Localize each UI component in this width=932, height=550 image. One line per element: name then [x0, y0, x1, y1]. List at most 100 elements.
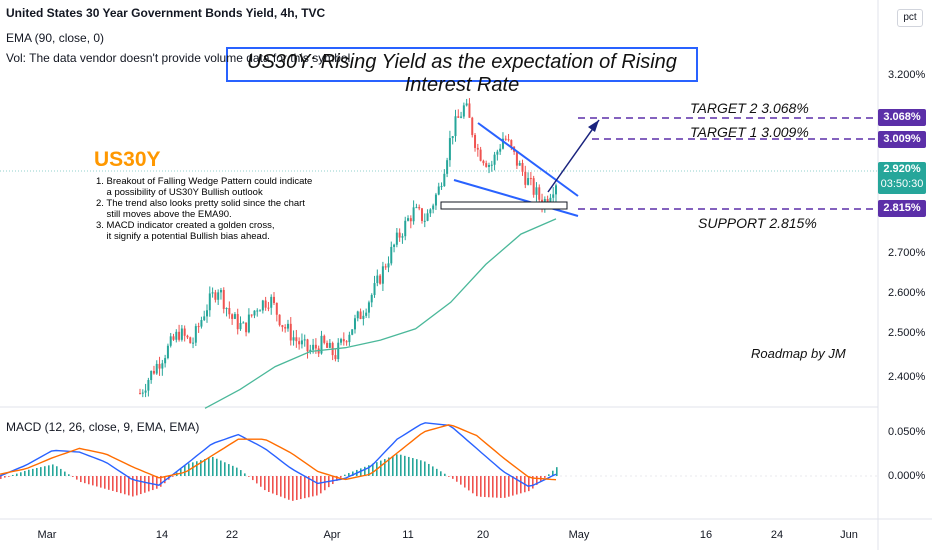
candle-body[interactable]	[549, 197, 552, 203]
candle-body[interactable]	[147, 380, 150, 391]
candle-body[interactable]	[376, 275, 379, 284]
candle-body[interactable]	[161, 363, 164, 369]
candle-body[interactable]	[206, 310, 209, 317]
candle-body[interactable]	[200, 320, 203, 327]
candle-body[interactable]	[233, 314, 236, 319]
candle-body[interactable]	[409, 218, 412, 222]
candle-body[interactable]	[328, 342, 331, 348]
candle-body[interactable]	[208, 293, 211, 311]
candle-body[interactable]	[217, 292, 220, 300]
candle-body[interactable]	[499, 148, 502, 152]
candle-body[interactable]	[471, 117, 474, 135]
candle-body[interactable]	[515, 151, 518, 166]
candle-body[interactable]	[482, 160, 485, 164]
candle-body[interactable]	[367, 302, 370, 313]
candle-body[interactable]	[150, 370, 153, 381]
candle-body[interactable]	[337, 342, 340, 360]
candle-body[interactable]	[203, 316, 206, 321]
candle-body[interactable]	[370, 294, 373, 303]
candle-body[interactable]	[278, 314, 281, 326]
candle-body[interactable]	[245, 322, 248, 333]
candle-body[interactable]	[398, 232, 401, 238]
candle-body[interactable]	[401, 236, 404, 238]
candle-body[interactable]	[180, 328, 183, 340]
candle-body[interactable]	[507, 139, 510, 141]
candle-body[interactable]	[487, 165, 490, 167]
candle-body[interactable]	[273, 296, 276, 303]
candle-body[interactable]	[451, 136, 454, 139]
candle-body[interactable]	[158, 363, 161, 369]
candle-body[interactable]	[289, 323, 292, 341]
candle-body[interactable]	[250, 314, 253, 316]
candle-body[interactable]	[476, 147, 479, 150]
candle-body[interactable]	[239, 322, 242, 330]
candle-body[interactable]	[538, 187, 541, 200]
candle-body[interactable]	[448, 138, 451, 161]
candle-body[interactable]	[393, 244, 396, 247]
candle-body[interactable]	[434, 194, 437, 206]
candle-body[interactable]	[144, 390, 147, 393]
macd-histogram[interactable]	[0, 454, 558, 501]
candle-body[interactable]	[194, 326, 197, 343]
candle-body[interactable]	[300, 340, 303, 345]
candle-body[interactable]	[309, 349, 312, 352]
candle-body[interactable]	[412, 207, 415, 222]
candle-body[interactable]	[365, 312, 368, 316]
candle-body[interactable]	[211, 292, 214, 294]
candle-body[interactable]	[155, 363, 158, 374]
signal-line[interactable]	[0, 424, 557, 481]
candle-body[interactable]	[532, 178, 535, 195]
candle-body[interactable]	[457, 116, 460, 118]
candle-body[interactable]	[284, 327, 287, 329]
candle-body[interactable]	[261, 300, 264, 311]
candle-body[interactable]	[225, 308, 228, 310]
candle-body[interactable]	[222, 289, 225, 309]
candle-body[interactable]	[256, 310, 259, 312]
candle-body[interactable]	[423, 220, 426, 222]
candle-body[interactable]	[552, 194, 555, 198]
candle-body[interactable]	[183, 328, 186, 336]
candle-body[interactable]	[353, 318, 356, 330]
candle-body[interactable]	[253, 310, 256, 316]
headline-box[interactable]	[226, 47, 698, 82]
candle-body[interactable]	[384, 266, 387, 268]
candle-body[interactable]	[312, 344, 315, 350]
candle-body[interactable]	[303, 339, 306, 341]
candle-body[interactable]	[169, 336, 172, 346]
candle-body[interactable]	[236, 314, 239, 330]
candle-body[interactable]	[493, 154, 496, 165]
candle-body[interactable]	[298, 341, 301, 345]
candle-body[interactable]	[460, 116, 463, 118]
candle-body[interactable]	[443, 173, 446, 187]
candle-body[interactable]	[518, 163, 521, 166]
candle-body[interactable]	[166, 345, 169, 359]
candle-body[interactable]	[264, 300, 267, 308]
candle-body[interactable]	[535, 187, 538, 195]
candle-body[interactable]	[462, 105, 465, 117]
candle-body[interactable]	[345, 341, 348, 343]
candle-body[interactable]	[320, 335, 323, 354]
candle-body[interactable]	[404, 220, 407, 237]
candle-body[interactable]	[446, 160, 449, 174]
candle-body[interactable]	[247, 314, 250, 333]
candle-body[interactable]	[186, 335, 189, 338]
candle-body[interactable]	[555, 185, 557, 195]
candle-body[interactable]	[379, 275, 382, 284]
candle-body[interactable]	[270, 296, 273, 308]
candle-body[interactable]	[281, 325, 284, 328]
candle-body[interactable]	[152, 370, 155, 374]
candle-body[interactable]	[197, 326, 200, 328]
candle-body[interactable]	[326, 342, 329, 348]
candle-body[interactable]	[440, 186, 443, 188]
ema90-line[interactable]	[204, 218, 557, 409]
candle-body[interactable]	[429, 209, 432, 214]
candle-body[interactable]	[521, 163, 524, 172]
candle-body[interactable]	[454, 116, 457, 137]
candle-body[interactable]	[292, 337, 295, 341]
ema-legend[interactable]: EMA (90, close, 0)	[6, 31, 105, 45]
candle-body[interactable]	[390, 246, 393, 264]
candle-body[interactable]	[395, 232, 398, 245]
candle-body[interactable]	[415, 207, 418, 209]
candle-body[interactable]	[323, 335, 326, 343]
candle-body[interactable]	[348, 334, 351, 343]
